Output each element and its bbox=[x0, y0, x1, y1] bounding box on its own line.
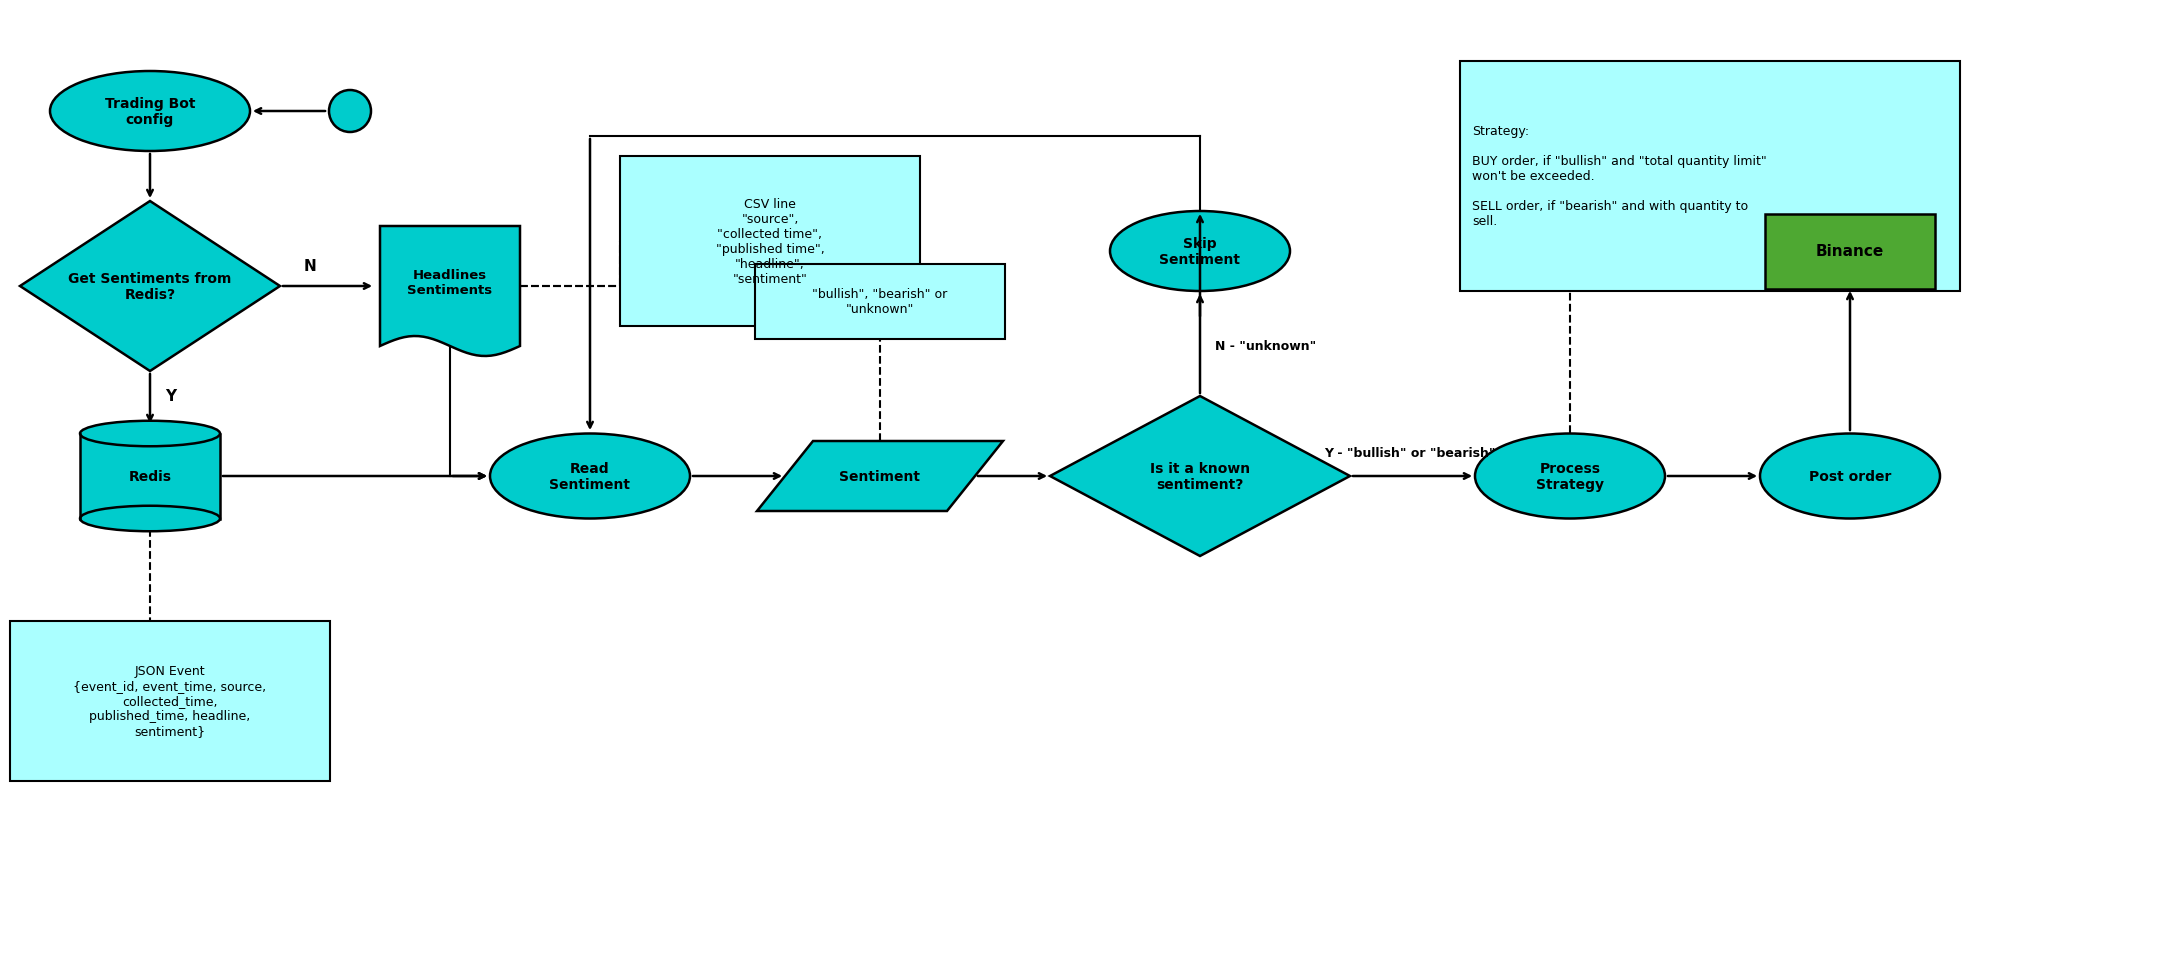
FancyBboxPatch shape bbox=[81, 434, 220, 519]
Ellipse shape bbox=[81, 421, 220, 447]
Text: Redis: Redis bbox=[129, 470, 172, 483]
Ellipse shape bbox=[81, 506, 220, 531]
Ellipse shape bbox=[490, 434, 690, 519]
Text: Sentiment: Sentiment bbox=[839, 470, 921, 483]
Text: CSV line
"source",
"collected time",
"published time",
"headline",
"sentiment": CSV line "source", "collected time", "pu… bbox=[717, 198, 825, 285]
Text: N - "unknown": N - "unknown" bbox=[1215, 340, 1316, 353]
Polygon shape bbox=[20, 202, 281, 372]
Text: Trading Bot
config: Trading Bot config bbox=[105, 97, 196, 127]
Text: "bullish", "bearish" or
"unknown": "bullish", "bearish" or "unknown" bbox=[812, 287, 947, 315]
Text: Post order: Post order bbox=[1808, 470, 1891, 483]
Text: Skip
Sentiment: Skip Sentiment bbox=[1159, 236, 1241, 267]
Ellipse shape bbox=[1760, 434, 1941, 519]
FancyBboxPatch shape bbox=[621, 157, 919, 327]
Text: Y - "bullish" or "bearish": Y - "bullish" or "bearish" bbox=[1324, 447, 1496, 459]
Text: Read
Sentiment: Read Sentiment bbox=[549, 461, 629, 492]
Text: Headlines
Sentiments: Headlines Sentiments bbox=[407, 269, 492, 297]
Polygon shape bbox=[758, 441, 1004, 511]
Text: JSON Event
{event_id, event_time, source,
collected_time,
published_time, headli: JSON Event {event_id, event_time, source… bbox=[74, 665, 266, 738]
FancyBboxPatch shape bbox=[1459, 62, 1960, 292]
Ellipse shape bbox=[1111, 211, 1289, 292]
FancyBboxPatch shape bbox=[1764, 214, 1934, 289]
FancyBboxPatch shape bbox=[11, 622, 331, 781]
Text: Is it a known
sentiment?: Is it a known sentiment? bbox=[1150, 461, 1250, 492]
Text: Process
Strategy: Process Strategy bbox=[1535, 461, 1603, 492]
Ellipse shape bbox=[329, 91, 370, 133]
Text: Binance: Binance bbox=[1816, 244, 1884, 259]
Text: Get Sentiments from
Redis?: Get Sentiments from Redis? bbox=[68, 272, 231, 302]
Polygon shape bbox=[1050, 397, 1350, 556]
Text: Y: Y bbox=[166, 389, 176, 404]
Text: Strategy:

BUY order, if "bullish" and "total quantity limit"
won't be exceeded.: Strategy: BUY order, if "bullish" and "t… bbox=[1472, 125, 1766, 229]
Ellipse shape bbox=[50, 72, 250, 152]
FancyBboxPatch shape bbox=[756, 264, 1004, 339]
Polygon shape bbox=[379, 227, 521, 357]
Text: N: N bbox=[303, 259, 316, 274]
Ellipse shape bbox=[1475, 434, 1664, 519]
